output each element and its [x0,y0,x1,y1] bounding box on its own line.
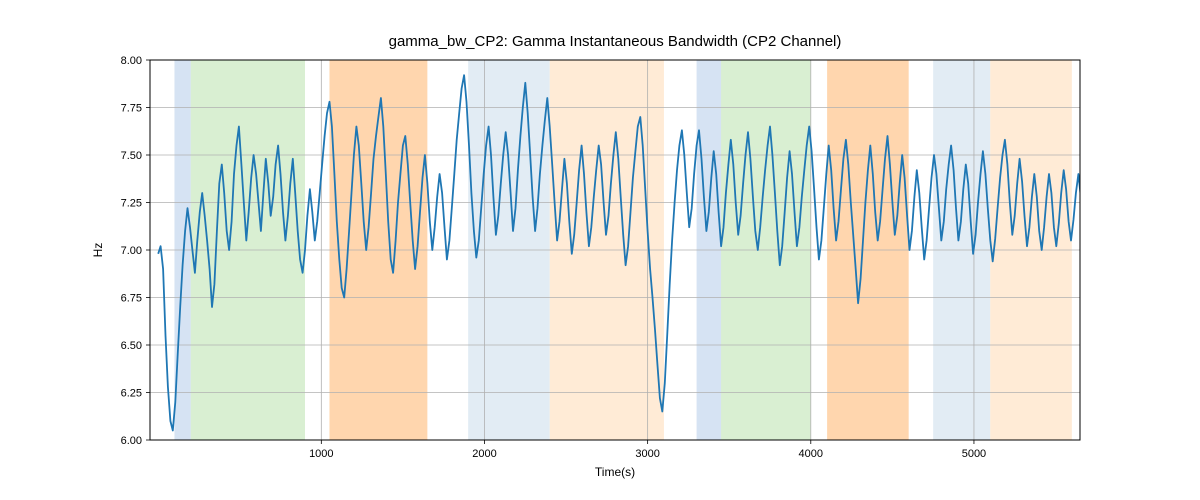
y-tick-label: 6.00 [121,435,142,447]
y-axis-label: Hz [91,243,105,258]
x-tick-label: 3000 [635,448,659,460]
x-tick-label: 2000 [472,448,496,460]
x-tick-label: 5000 [962,448,986,460]
y-tick-label: 6.75 [121,293,142,305]
y-tick-label: 6.25 [121,388,142,400]
chart-svg: 1000 2000 3000 4000 5000 6.00 6.25 6.50 6.75 7.00… [0,0,1200,500]
chart-container: 1000 2000 3000 4000 5000 6.00 6.25 6.50 6.75 7.00… [0,0,1200,500]
y-tick-label: 6.50 [121,340,142,352]
x-axis-label: Time(s) [595,465,635,479]
x-tick-label: 1000 [309,448,333,460]
y-tick-label: 7.75 [121,103,142,115]
x-tick-label: 4000 [799,448,823,460]
y-tick-label: 8.00 [121,55,142,67]
chart-title: gamma_bw_CP2: Gamma Instantaneous Bandwi… [389,33,842,50]
plot-group: 1000 2000 3000 4000 5000 6.00 6.25 6.50 6.75 7.00… [121,55,1086,460]
y-tick-label: 7.00 [121,245,142,257]
y-tick-label: 7.25 [121,198,142,210]
y-tick-label: 7.50 [121,150,142,162]
